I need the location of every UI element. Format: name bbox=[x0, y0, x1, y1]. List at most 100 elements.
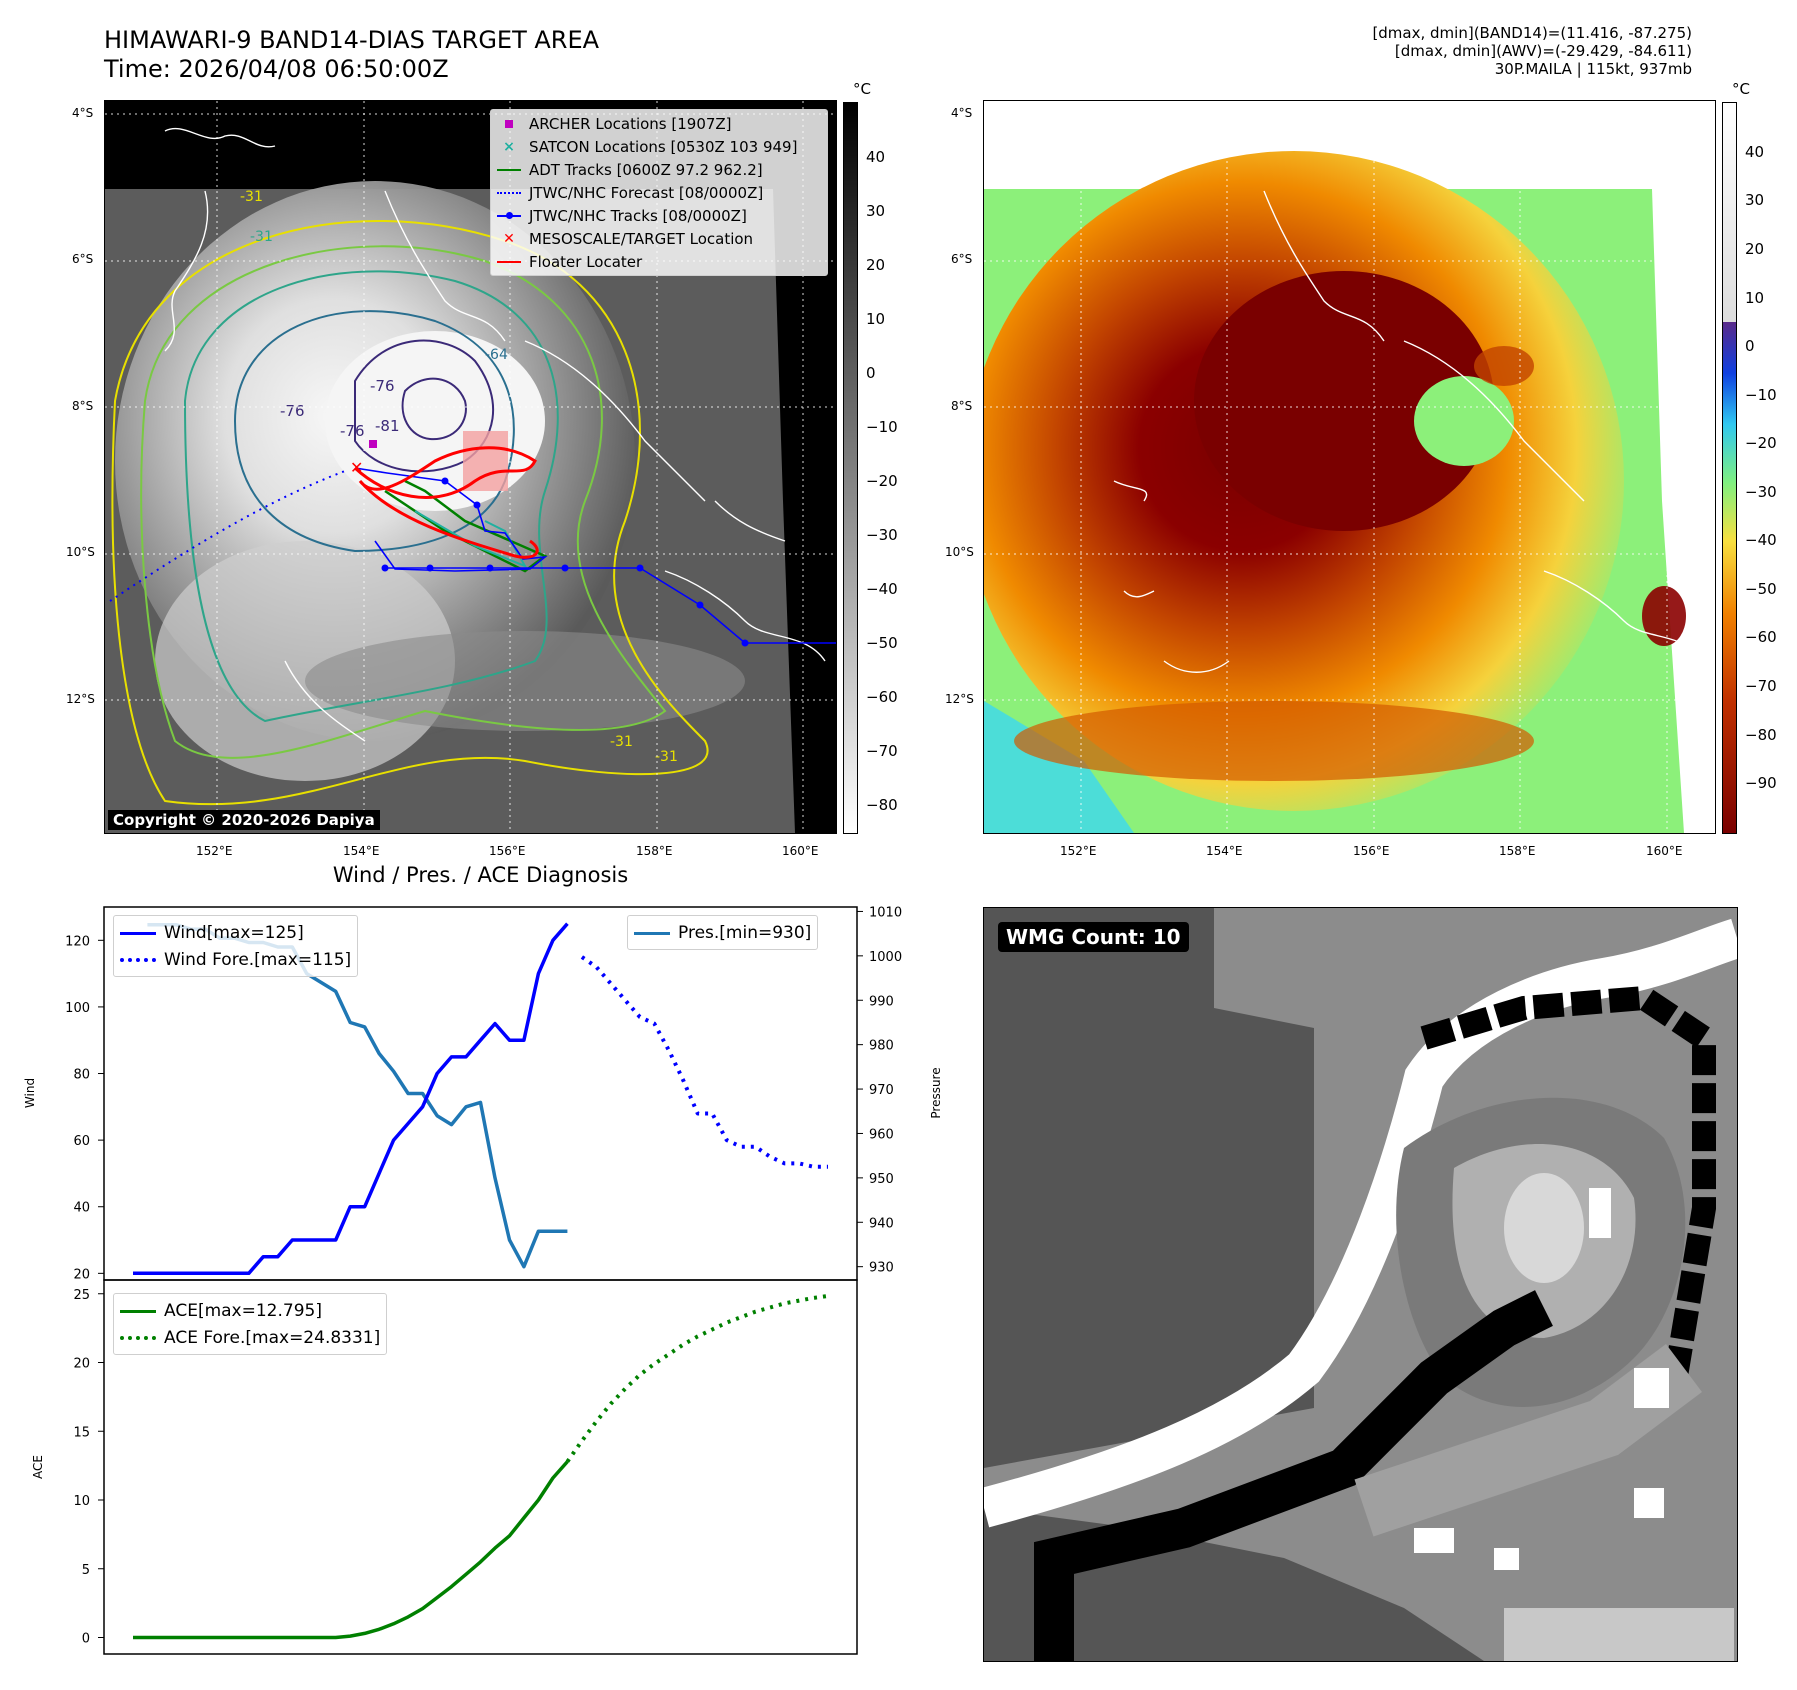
wmg-count-label: WMG Count: 10 bbox=[998, 922, 1189, 952]
aceline bbox=[133, 1460, 569, 1640]
legend-adt: ADT Tracks [0600Z 97.2 962.2] bbox=[491, 158, 827, 181]
lat-tick: 8°S bbox=[951, 399, 973, 413]
diagnosis-title: Wind / Pres. / ACE Diagnosis bbox=[332, 863, 629, 887]
colorbar-tick: 30 bbox=[1745, 191, 1765, 209]
pressure-tick-label: 1000 bbox=[869, 950, 902, 965]
colorbar-tick: 10 bbox=[866, 310, 886, 328]
contour-label: -64 bbox=[485, 347, 508, 363]
pressure-tick-label: 990 bbox=[869, 994, 894, 1009]
legend-ace-forecast: ACE Fore.[max=24.8331] bbox=[114, 1324, 380, 1351]
wind-tick-label: 120 bbox=[65, 934, 90, 949]
windline bbox=[133, 922, 569, 1276]
legend-archer: ARCHER Locations [1907Z] bbox=[491, 112, 827, 135]
lon-tick: 158°E bbox=[1499, 844, 1536, 858]
legend-forecast: JTWC/NHC Forecast [08/0000Z] bbox=[491, 181, 827, 204]
figure-title: HIMAWARI-9 BAND14-DIAS TARGET AREA Time:… bbox=[104, 26, 599, 84]
title-line-1: HIMAWARI-9 BAND14-DIAS TARGET AREA bbox=[104, 26, 600, 54]
awv-map-image bbox=[984, 101, 1715, 833]
ace-axes-frame bbox=[103, 1279, 858, 1655]
legend-tracks: JTWC/NHC Tracks [08/0000Z] bbox=[491, 204, 827, 227]
ace-tick-label: 15 bbox=[73, 1425, 90, 1440]
colorbar-tick: 40 bbox=[866, 148, 886, 166]
colorbar-tick: −90 bbox=[1745, 774, 1777, 792]
awv-map-panel bbox=[983, 100, 1716, 834]
colorbar-tick: 10 bbox=[1745, 289, 1765, 307]
lat-tick: 10°S bbox=[945, 545, 974, 559]
info-line-1: [dmax, dmin](BAND14)=(11.416, -87.275) bbox=[1372, 24, 1692, 42]
info-line-3: 30P.MAILA | 115kt, 937mb bbox=[1494, 60, 1692, 78]
lon-tick: 156°E bbox=[1353, 844, 1390, 858]
ace-tick-label: 5 bbox=[82, 1563, 90, 1578]
lon-tick: 160°E bbox=[782, 844, 819, 858]
colorbar-tick: −50 bbox=[1745, 580, 1777, 598]
colorbar-tick: 30 bbox=[866, 202, 886, 220]
contour-label: -31 bbox=[240, 189, 263, 205]
ace-legend: ACE[max=12.795] ACE Fore.[max=24.8331] bbox=[113, 1293, 388, 1355]
awv-colorbar-unit: °C bbox=[1732, 80, 1750, 98]
lat-tick: 12°S bbox=[945, 692, 974, 706]
lon-tick: 154°E bbox=[343, 844, 380, 858]
colorbar-tick: 0 bbox=[1745, 337, 1755, 355]
ace-y-ticks: 0 5 10 15 20 25 bbox=[73, 1288, 104, 1647]
colorbar-tick: 20 bbox=[866, 256, 886, 274]
pressure-tick-label: 980 bbox=[869, 1039, 894, 1054]
lat-tick: 8°S bbox=[72, 399, 94, 413]
ir-colorbar bbox=[843, 102, 858, 834]
copyright-label: Copyright © 2020-2026 Dapiya bbox=[108, 810, 380, 830]
contour-label: -31 bbox=[610, 734, 633, 750]
map-legend: ARCHER Locations [1907Z] × SATCON Locati… bbox=[490, 109, 828, 276]
lat-tick: 6°S bbox=[951, 252, 973, 266]
legend-ace: ACE[max=12.795] bbox=[114, 1297, 380, 1324]
pressure-y-ticks: 930 940 950 960 970 980 990 1000 1010 bbox=[857, 905, 902, 1276]
colorbar-tick: −10 bbox=[1745, 386, 1777, 404]
contour-label: -76 bbox=[280, 402, 305, 420]
colorbar-tick: −30 bbox=[1745, 483, 1777, 501]
lon-tick: 156°E bbox=[489, 844, 526, 858]
contour-label: -76 bbox=[340, 422, 365, 440]
lat-tick: 12°S bbox=[66, 692, 95, 706]
colorbar-tick: −20 bbox=[866, 472, 898, 490]
colorbar-tick: −60 bbox=[866, 688, 898, 706]
svg-text:✕: ✕ bbox=[350, 458, 363, 477]
colorbar-tick: 40 bbox=[1745, 143, 1765, 161]
pressure-legend: Pres.[min=930] bbox=[627, 915, 819, 950]
pressure-tick-label: 970 bbox=[869, 1083, 894, 1098]
contour-label: -76 bbox=[370, 377, 395, 395]
wind-fore-line bbox=[580, 955, 828, 1169]
colorbar-tick: −60 bbox=[1745, 628, 1777, 646]
lon-tick: 160°E bbox=[1646, 844, 1683, 858]
lon-tick: 152°E bbox=[1060, 844, 1097, 858]
ace-tick-label: 0 bbox=[82, 1632, 90, 1647]
legend-mesoscale: ✕ MESOSCALE/TARGET Location bbox=[503, 229, 754, 248]
wind-tick-label: 60 bbox=[73, 1134, 90, 1149]
title-line-2: Time: 2026/04/08 06:50:00Z bbox=[104, 55, 449, 83]
pressure-tick-label: 950 bbox=[869, 1172, 894, 1187]
ir-map-panel: -31 -31 -64 -76 -76 -76 -81 -31 -31 bbox=[104, 100, 837, 834]
contour-label: -81 bbox=[375, 417, 400, 435]
storm-info: [dmax, dmin](BAND14)=(11.416, -87.275) [… bbox=[1372, 24, 1692, 78]
legend-floater: Floater Locater bbox=[491, 250, 827, 273]
lat-tick: 4°S bbox=[72, 106, 94, 120]
ace-fore-line bbox=[565, 1294, 829, 1463]
awv-colorbar bbox=[1722, 102, 1737, 834]
legend-wind-forecast: Wind Fore.[max=115] bbox=[114, 946, 351, 973]
colorbar-tick: −70 bbox=[866, 742, 898, 760]
wind-tick-label: 100 bbox=[65, 1001, 90, 1016]
lat-tick: 4°S bbox=[951, 106, 973, 120]
lat-tick: 6°S bbox=[72, 252, 94, 266]
legend-wind: Wind[max=125] bbox=[114, 919, 351, 946]
lon-tick: 154°E bbox=[1206, 844, 1243, 858]
wmg-image bbox=[984, 908, 1737, 1661]
colorbar-tick: 0 bbox=[866, 364, 876, 382]
colorbar-tick: −40 bbox=[1745, 531, 1777, 549]
legend-pressure: Pres.[min=930] bbox=[628, 919, 811, 946]
colorbar-tick: −70 bbox=[1745, 677, 1777, 695]
pressure-tick-label: 940 bbox=[869, 1216, 894, 1231]
colorbar-tick: −80 bbox=[866, 796, 898, 814]
colorbar-tick: −80 bbox=[1745, 726, 1777, 744]
ace-axis-label: ACE bbox=[31, 1455, 45, 1479]
lon-tick: 158°E bbox=[636, 844, 673, 858]
ace-tick-label: 10 bbox=[73, 1494, 90, 1509]
wind-tick-label: 40 bbox=[73, 1201, 90, 1216]
pressure-tick-label: 960 bbox=[869, 1127, 894, 1142]
